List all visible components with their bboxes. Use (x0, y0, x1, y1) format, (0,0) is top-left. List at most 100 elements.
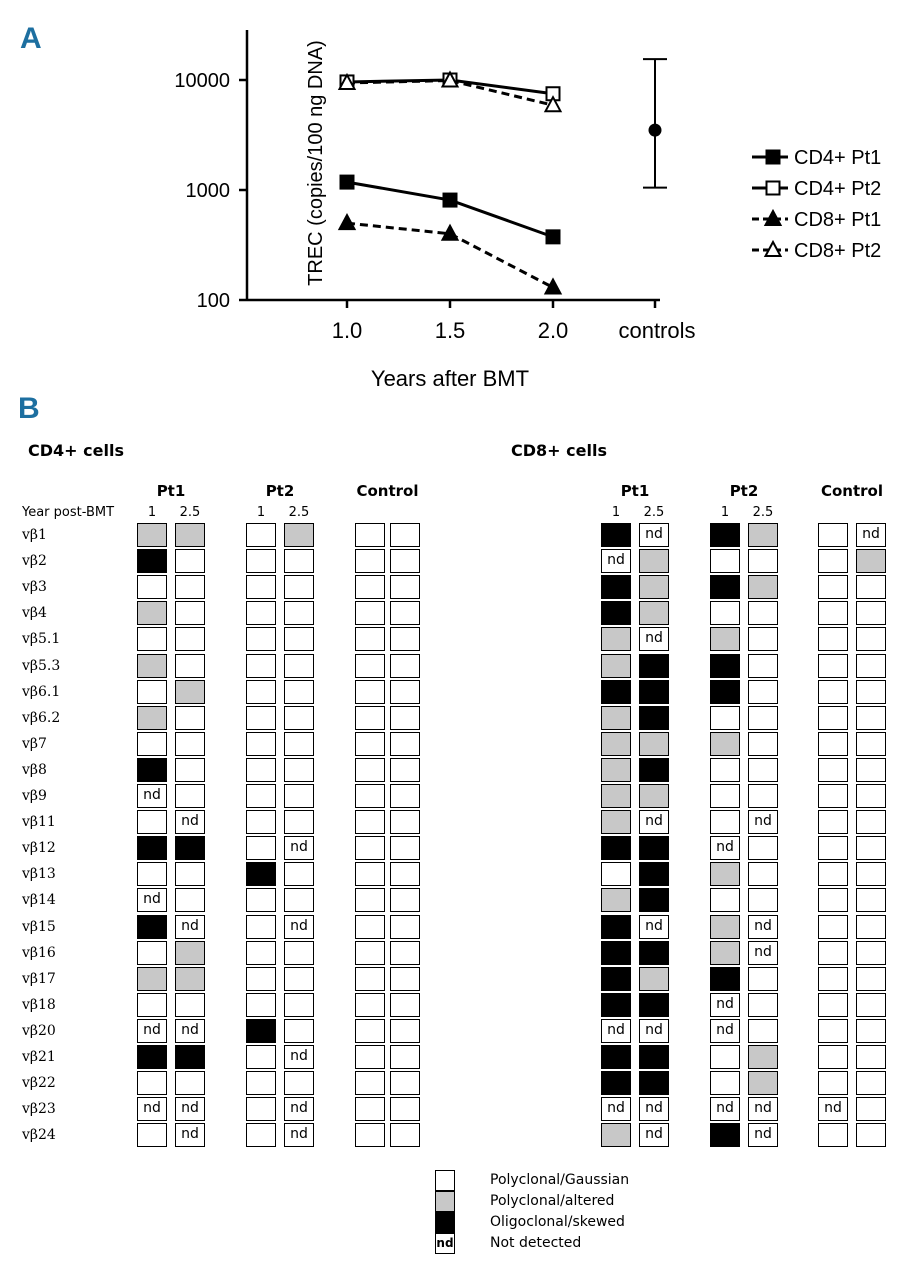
cd8-cell (710, 810, 740, 835)
cd8-cell (856, 1018, 886, 1043)
cd8-cell: nd (639, 1097, 669, 1122)
cd8-cell (818, 836, 848, 861)
cd8-cell (639, 601, 669, 626)
chart-axes: 100 1000 10000 1.0 1.5 2.0 controls (174, 30, 696, 343)
cd4-cell (390, 836, 420, 861)
cd4-cell (246, 992, 276, 1017)
cd8-cell (601, 601, 631, 626)
cd8-cell (856, 627, 886, 652)
cd4-cell (355, 940, 385, 965)
cd4-cell (175, 888, 205, 913)
cd8-cell (818, 966, 848, 991)
cd8-cell (639, 862, 669, 887)
cd4-cell (390, 940, 420, 965)
cd8-cell (856, 549, 886, 574)
legend-label-2: CD4+ Pt2 (794, 178, 881, 200)
cd4-cell (137, 705, 167, 730)
cd8-cell (748, 1045, 778, 1069)
cd4-cell (284, 653, 314, 678)
cd8-cell (710, 1123, 740, 1148)
vbeta-row-label: vβ17 (22, 970, 56, 987)
x-tick-label: 1.5 (435, 318, 466, 343)
cd8-cell (710, 627, 740, 652)
cd4-cell: nd (284, 836, 314, 861)
cd4-cell (137, 679, 167, 704)
cd4-cell (355, 862, 385, 887)
cd8-cell (818, 523, 848, 547)
cd8-cell (748, 549, 778, 574)
cd8-cell (818, 757, 848, 782)
cd4-cell (175, 523, 205, 547)
cd8-cell (818, 1123, 848, 1148)
cd4-cell (390, 966, 420, 991)
cd8-cell (748, 757, 778, 782)
cd4-cell (175, 575, 205, 600)
cd4-year-label: 1 (147, 505, 157, 520)
cd4-cell (390, 1071, 420, 1096)
cd8-cell (856, 679, 886, 704)
panel-b-label: B (18, 392, 40, 425)
cd8-cell (639, 549, 669, 574)
cd8-cell (601, 888, 631, 913)
cd8-cell (710, 1045, 740, 1069)
legend-marker-1 (765, 149, 781, 165)
cd8-cell (856, 784, 886, 808)
cd8-cell (710, 940, 740, 965)
cd4-cell (175, 679, 205, 704)
cd4-cell (284, 627, 314, 652)
cd4-cell (246, 810, 276, 835)
cd8-cell (856, 992, 886, 1017)
cd4-cell (246, 523, 276, 547)
cd8-cell (601, 627, 631, 652)
vbeta-row-label: vβ6.2 (22, 709, 61, 726)
cd4-cell (246, 1045, 276, 1069)
cd4-cell (175, 940, 205, 965)
cd8-cell (601, 523, 631, 547)
cd8-cell (639, 1045, 669, 1069)
cd8-cell (818, 810, 848, 835)
y-tick-label: 10000 (174, 70, 230, 92)
data-point-1-1 (339, 174, 355, 190)
cd4-cell (284, 705, 314, 730)
y-tick-label: 1000 (186, 180, 231, 202)
cd4-cell (355, 575, 385, 600)
cd8-cell (710, 784, 740, 808)
legend-swatch (435, 1170, 455, 1191)
legend-marker-3 (763, 208, 783, 226)
cd8-cell (748, 1071, 778, 1096)
cd4-cell (355, 679, 385, 704)
cd4-cell (355, 731, 385, 756)
cd8-cell (639, 940, 669, 965)
cd8-cell (748, 784, 778, 808)
cd8-cell (710, 705, 740, 730)
cd4-cell (390, 914, 420, 939)
cd8-cell (748, 601, 778, 626)
cd4-cell (246, 1123, 276, 1148)
cd8-cell: nd (710, 992, 740, 1017)
cd8-cell: nd (601, 1097, 631, 1122)
vbeta-row-label: vβ16 (22, 944, 56, 961)
cd4-cell (246, 731, 276, 756)
cd8-cell (710, 888, 740, 913)
cd8-cell (818, 862, 848, 887)
cd4-cell (246, 914, 276, 939)
cd4-cell (390, 1045, 420, 1069)
cd4-cell (390, 757, 420, 782)
cd4-cell (246, 757, 276, 782)
cd8-cell (748, 627, 778, 652)
data-point-3-3 (543, 277, 563, 295)
cd8-cell: nd (748, 810, 778, 835)
cd8-cell (856, 705, 886, 730)
cd4-cell (137, 914, 167, 939)
vbeta-row-label: vβ1 (22, 527, 47, 543)
cd4-cell (390, 575, 420, 600)
data-point-3-1 (337, 212, 357, 231)
vbeta-row-label: vβ22 (22, 1075, 56, 1092)
cd8-cell (639, 653, 669, 678)
cd4-cell (390, 992, 420, 1017)
cd4-cell: nd (175, 1018, 205, 1043)
cd4-cell (355, 523, 385, 547)
cd4-cell (246, 1097, 276, 1122)
cd4-cell (137, 1071, 167, 1096)
